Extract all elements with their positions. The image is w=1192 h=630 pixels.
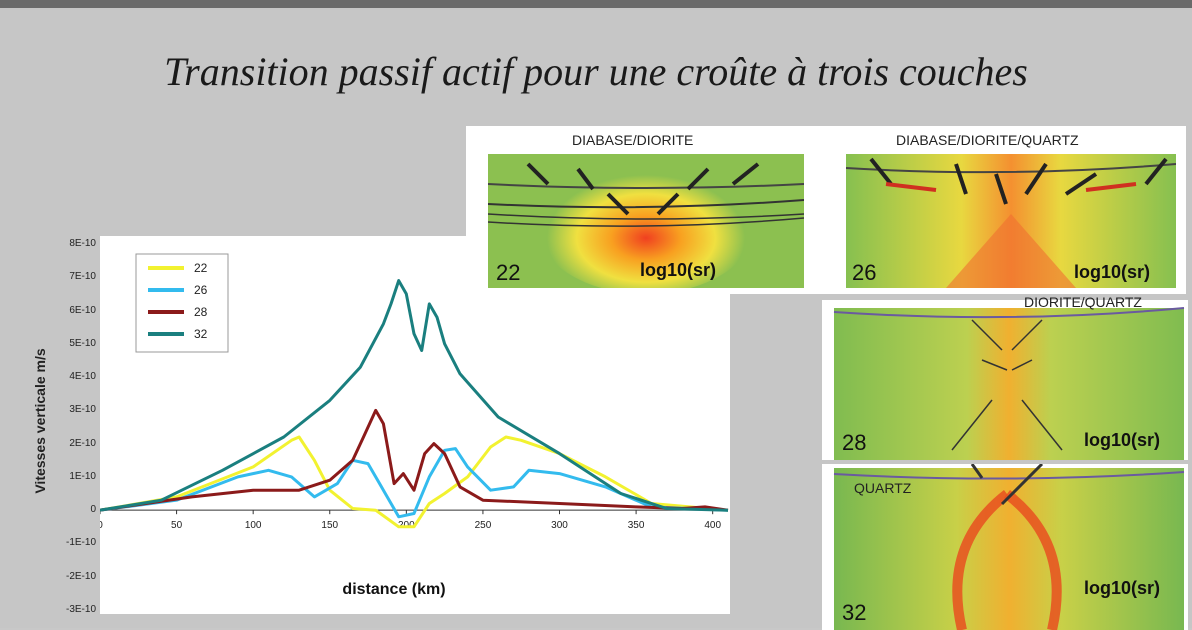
panel-26-number: 26 [852, 260, 877, 285]
panel-28-label: DIORITE/QUARTZ [1024, 294, 1142, 310]
series-32-line [99, 279, 729, 512]
panel-22-number: 22 [496, 260, 521, 285]
sim-panel-22 [488, 154, 804, 288]
panel-28-number: 28 [842, 430, 867, 455]
slide-title: Transition passif actif pour une croûte … [164, 49, 1028, 94]
x-axis-label: distance (km) [342, 581, 445, 598]
panel-32-log: log10(sr) [1084, 578, 1161, 598]
panel-22-log: log10(sr) [640, 260, 717, 280]
legend-label-28: 28 [194, 305, 208, 319]
y-tick-label: 4E-10 [69, 371, 96, 383]
x-tick-label: 250 [475, 520, 492, 531]
y-tick-label: 5E-10 [69, 337, 96, 349]
chart-panel: 05010015020025030035040022262832distance… [97, 236, 730, 614]
series-22-line [99, 435, 729, 529]
y-tick-label: -2E-10 [65, 570, 96, 582]
panel-26-label: DIABASE/DIORITE/QUARTZ [896, 132, 1079, 148]
panel-22-label: DIABASE/DIORITE [572, 132, 694, 148]
y-tick-label: 6E-10 [69, 304, 96, 316]
y-tick-label: 3E-10 [69, 404, 96, 416]
legend-label-22: 22 [194, 261, 208, 275]
panel-32-number: 32 [842, 600, 867, 625]
strain-rate-map-28 [833, 307, 1185, 460]
sim-panel-32 [822, 464, 1188, 630]
series-26-line [99, 447, 729, 519]
y-tick-label: 0 [90, 504, 96, 516]
x-tick-label: 100 [245, 520, 262, 531]
sim-panel-26 [846, 154, 1176, 288]
x-tick-label: 350 [628, 520, 645, 531]
x-tick-label: 300 [551, 520, 568, 531]
panel-28-log: log10(sr) [1084, 430, 1161, 450]
y-tick-label: -1E-10 [65, 537, 96, 549]
line-chart: 05010015020025030035040022262832distance… [97, 253, 729, 598]
x-tick-label: 0 [100, 520, 103, 531]
strain-rate-map-26 [846, 154, 1176, 288]
y-tick-label: 2E-10 [69, 437, 96, 449]
legend-label-26: 26 [194, 283, 208, 297]
y-tick-label: 8E-10 [69, 238, 96, 249]
panel-32-label: QUARTZ [854, 480, 912, 496]
y-tick-label: -3E-10 [65, 604, 96, 615]
sim-panel-28 [822, 300, 1188, 460]
strain-rate-map-22 [488, 154, 804, 288]
x-tick-label: 400 [704, 520, 721, 531]
x-tick-label: 50 [171, 520, 183, 531]
y-tick-label: 1E-10 [69, 470, 96, 482]
y-tick-label: 7E-10 [69, 271, 96, 283]
y-axis-label: Vitesses verticale m/s [32, 348, 48, 494]
strain-rate-map-32 [833, 464, 1185, 630]
panel-26-log: log10(sr) [1074, 262, 1151, 282]
legend-label-32: 32 [194, 327, 208, 341]
x-tick-label: 150 [321, 520, 338, 531]
series-28-line [99, 408, 729, 512]
